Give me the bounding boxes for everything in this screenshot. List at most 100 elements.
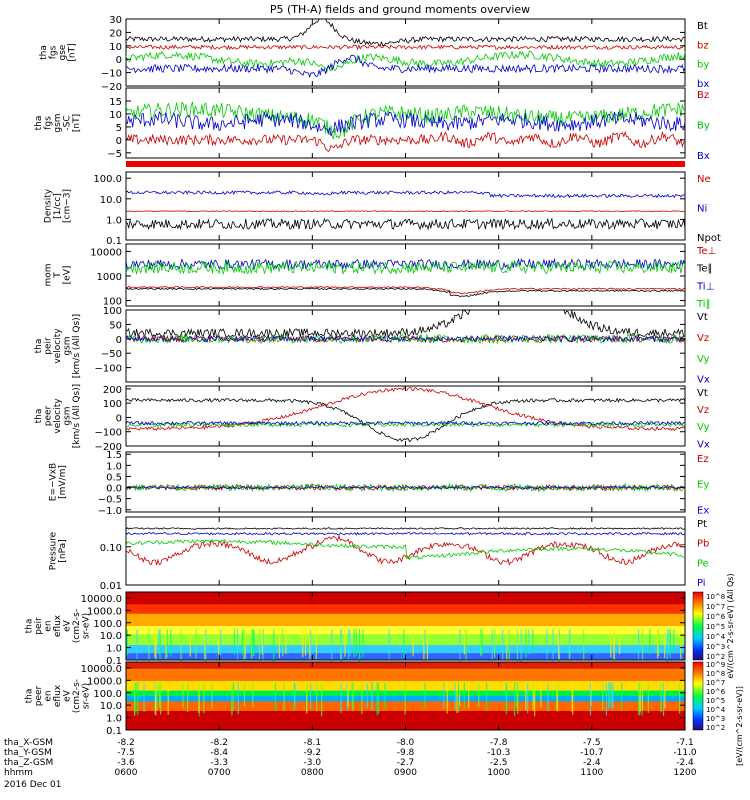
spectrogram-streak (237, 629, 239, 660)
y-axis-label: velocity (53, 398, 63, 434)
series-line-Te⊥ (125, 285, 686, 295)
spectrogram-streak (556, 682, 558, 711)
y-axis-label: tha (25, 619, 35, 634)
spectrogram-streak (546, 629, 548, 660)
spectrogram-streak (133, 682, 136, 716)
spectrogram-streak (241, 629, 244, 655)
spectrogram-streak (516, 629, 519, 662)
y-tick-label: 15 (109, 97, 122, 108)
legend-Ne: Ne (697, 174, 711, 185)
x-tick-label-y: -11.0 (673, 748, 697, 758)
x-tick-label-t: 0700 (208, 768, 231, 778)
x-tick-label-x: -8.2 (117, 738, 135, 748)
spectrogram-streak (669, 629, 671, 658)
spectrogram-streak (525, 682, 527, 711)
panel-1: Bt bz by bx 30 20 10 0 −10 −20 tha fgs gse [nT] (39, 15, 710, 93)
series-line-Npot (125, 217, 686, 231)
y-axis-label: tha (25, 689, 35, 704)
series-line-Vx (125, 334, 686, 343)
colorbar-tick: 10^6 (706, 688, 726, 696)
x-row-label: 2016 Dec 01 (4, 780, 62, 790)
y-axis-label: (cm2-s- (72, 609, 82, 643)
spectrogram-streak (294, 682, 296, 707)
y-axis-label: [cm−3] (63, 189, 73, 223)
y-tick-label: 5 (116, 123, 122, 134)
spectrogram-band (126, 604, 685, 615)
spectrogram-streak (282, 629, 284, 657)
y-tick-label: −200 (95, 442, 122, 453)
legend-Bt: Bt (697, 21, 708, 32)
spectrogram-streak (233, 629, 236, 656)
y-axis-label: [1/cc] (53, 193, 63, 219)
y-axis-label: Density (44, 188, 54, 223)
spectrogram-streak (459, 682, 461, 707)
x-tick-label-z: -3.0 (304, 758, 322, 768)
y-tick-label: 1.0 (106, 215, 122, 226)
spectrogram-streak (657, 629, 660, 657)
spectrogram-streak (468, 682, 470, 709)
spectrogram-streak (220, 629, 222, 656)
x-tick-label-y: -9.8 (397, 748, 415, 758)
y-axis-label: tha (34, 409, 44, 424)
spectrogram-streak (154, 629, 156, 658)
x-row-label: hhmm (4, 768, 33, 778)
series-line-Bt (125, 18, 686, 47)
panel-frame (125, 385, 686, 447)
spectrogram-streak (302, 629, 304, 658)
legend-Pe: Pe (697, 558, 709, 569)
y-axis-label: mom (44, 263, 54, 286)
x-tick-label-z: -3.6 (117, 758, 135, 768)
legend-Ex: Ex (697, 505, 709, 516)
legend-Vx: Vx (697, 439, 710, 450)
spectrogram-streak (660, 682, 662, 713)
legend-Vy: Vy (697, 422, 710, 433)
colorbar-tick: 10^8 (706, 593, 725, 601)
spectrogram-streak (558, 629, 561, 664)
spectrogram-streak (664, 629, 666, 659)
spectrogram-streak (463, 682, 465, 709)
y-axis-label: peer (44, 405, 54, 426)
legend-Pi: Pi (697, 578, 706, 589)
colorbar-tick: 10^2 (706, 653, 725, 661)
y-tick-label: −50 (101, 349, 122, 360)
y-tick-label: 100 (103, 306, 122, 317)
y-tick-label: 0.1 (106, 656, 122, 667)
colorbar-electron (692, 661, 704, 731)
spectrogram-streak (198, 682, 200, 713)
legend-By: By (697, 120, 710, 131)
panel-frame (125, 243, 686, 307)
plot-title: P5 (TH-A) fields and ground moments over… (270, 3, 530, 16)
panel-frame (125, 171, 686, 241)
legend-Bz: Bz (697, 90, 709, 101)
y-tick-label: 10.0 (100, 631, 122, 642)
spectrogram-streak (491, 629, 493, 662)
panel-3: Ne Ni Npot 100.0 10.0 1.0 0.1 Density [1/cc] [cm−… (44, 171, 721, 247)
spectrogram-streak (505, 682, 507, 715)
y-axis-label: peir (44, 337, 54, 355)
spectrogram-streak (158, 629, 160, 655)
x-tick-label-y: -10.3 (487, 748, 510, 758)
y-axis-label: eV (63, 619, 73, 632)
spectrogram-streak (527, 682, 529, 714)
series-line-Ti⊥ (125, 257, 686, 271)
spectrogram-streak (602, 682, 604, 711)
y-tick-label: 10 (109, 42, 122, 53)
y-tick-label: 30 (109, 15, 122, 26)
y-axis-label: tha (39, 45, 49, 60)
spectrogram-streak (126, 629, 128, 656)
spectrogram-band (126, 626, 685, 635)
y-axis-label: velocity (53, 328, 63, 364)
y-axis-label: [eV] (63, 266, 73, 285)
spectrogram-streak (458, 682, 460, 713)
spectrogram-streak (316, 682, 318, 712)
panel-2: Bz By Bx 15 10 5 0 −5 tha fgs gsm -SC [nT] (34, 87, 710, 162)
legend-Pb: Pb (697, 539, 709, 550)
spectrogram-streak (252, 629, 254, 657)
spectrogram-streak (243, 682, 246, 707)
y-axis-label: T (53, 272, 63, 279)
x-tick-label-t: 0600 (115, 768, 138, 778)
spectrogram-band (126, 634, 685, 646)
x-row-label: tha_Y-GSM (4, 748, 52, 758)
x-tick-label-y: -8.4 (210, 748, 228, 758)
panel-frame (125, 309, 686, 383)
